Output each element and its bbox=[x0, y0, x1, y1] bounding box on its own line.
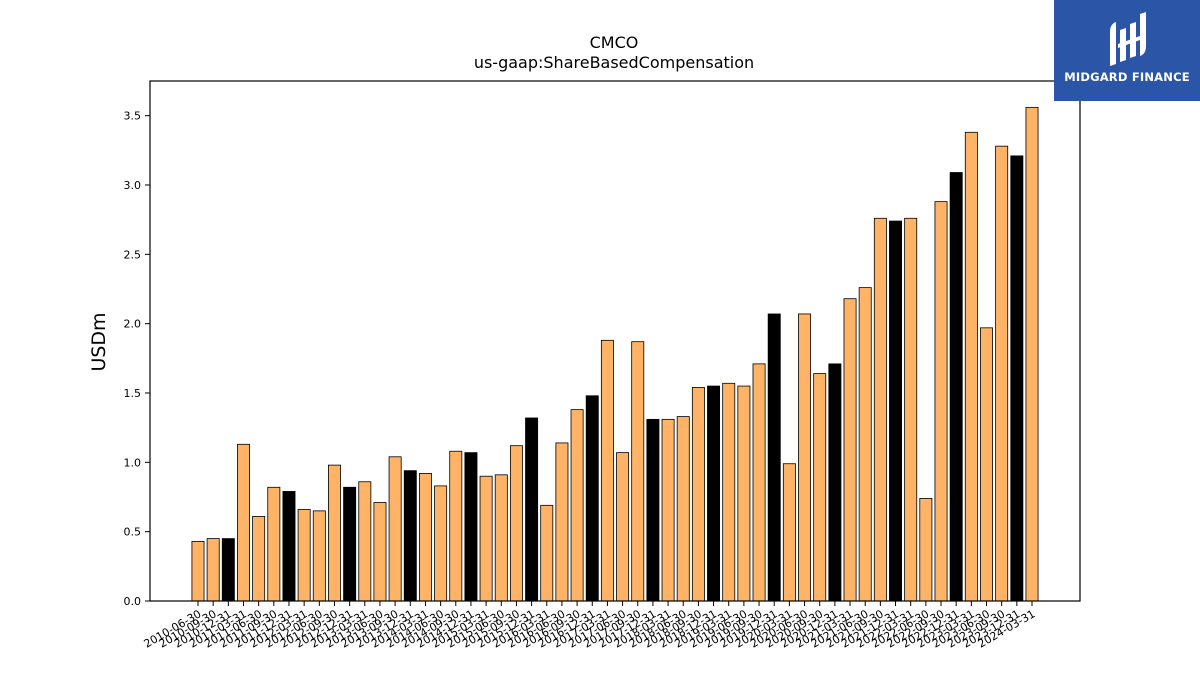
bar-2016-06-30 bbox=[555, 442, 569, 602]
y-axis-label: USDm bbox=[88, 312, 110, 371]
y-tick-label: 1.5 bbox=[124, 387, 142, 400]
y-tick-label: 1.0 bbox=[124, 456, 142, 469]
bar-2023-06-30 bbox=[980, 327, 993, 602]
bar-2011-03-31 bbox=[237, 443, 250, 602]
x-ticks-group: 2010-06-302010-09-302010-12-312011-03-31… bbox=[142, 601, 1038, 651]
midgard-finance-logo: MIDGARD FINANCE bbox=[1054, 0, 1200, 101]
bar-2012-09-30 bbox=[328, 464, 341, 602]
bar-2019-06-30 bbox=[737, 385, 751, 602]
bar-2015-03-31 bbox=[479, 475, 493, 602]
plot-frame bbox=[149, 80, 1081, 602]
bar-2012-12-31 bbox=[343, 486, 357, 602]
bar-2010-09-30 bbox=[206, 538, 220, 602]
bar-2010-06-30 bbox=[191, 540, 205, 602]
bar-2017-06-30 bbox=[616, 452, 630, 602]
bar-2018-03-31 bbox=[661, 418, 675, 602]
bar-2020-09-30 bbox=[813, 373, 827, 602]
bar-2014-06-30 bbox=[434, 485, 448, 602]
bar-2022-03-31 bbox=[904, 217, 918, 602]
bar-2013-03-31 bbox=[358, 481, 372, 602]
bar-2019-12-31 bbox=[767, 313, 781, 602]
bar-2010-12-31 bbox=[221, 538, 235, 602]
bar-2018-06-30 bbox=[676, 416, 690, 602]
bar-2023-12-31 bbox=[1010, 155, 1024, 602]
y-tick-label: 0.0 bbox=[124, 595, 142, 608]
bar-2021-09-30 bbox=[873, 217, 887, 602]
bar-2016-12-31 bbox=[585, 395, 599, 602]
bars-group bbox=[191, 106, 1039, 602]
bar-2021-03-31 bbox=[843, 298, 857, 602]
bar-2015-06-30 bbox=[494, 474, 508, 602]
bar-2018-12-31 bbox=[707, 385, 721, 602]
bar-2011-06-30 bbox=[252, 516, 266, 602]
logo-text: MIDGARD FINANCE bbox=[1064, 70, 1190, 84]
y-tick-label: 3.0 bbox=[124, 179, 142, 192]
y-tick-label: 0.5 bbox=[124, 526, 142, 539]
bar-2017-03-31 bbox=[600, 339, 614, 602]
bar-2024-03-31 bbox=[1025, 106, 1039, 602]
bar-2016-03-31 bbox=[540, 504, 554, 602]
bar-2020-06-30 bbox=[798, 313, 812, 602]
y-tick-label: 2.5 bbox=[124, 248, 142, 261]
bar-2017-09-30 bbox=[631, 341, 645, 602]
bar-2016-09-30 bbox=[570, 409, 584, 602]
bar-2022-09-30 bbox=[934, 201, 948, 602]
bar-2019-09-30 bbox=[752, 363, 766, 602]
bar-2014-03-31 bbox=[418, 473, 432, 602]
bar-2011-09-30 bbox=[267, 486, 281, 602]
bar-2012-03-31 bbox=[297, 509, 311, 602]
bar-2023-03-31 bbox=[964, 131, 978, 602]
bar-2017-12-31 bbox=[646, 418, 660, 602]
bar-2022-06-30 bbox=[919, 497, 933, 602]
y-tick-label: 3.5 bbox=[124, 110, 142, 123]
bar-2023-09-30 bbox=[995, 145, 1009, 602]
bar-2014-12-31 bbox=[464, 452, 478, 602]
bar-2021-12-31 bbox=[889, 220, 902, 602]
bar-2019-03-31 bbox=[722, 382, 736, 602]
bar-2015-12-31 bbox=[525, 417, 539, 602]
y-ticks-group: 0.0 0.5 1.0 1.5 2.0 2.5 3.0 3.5 bbox=[124, 110, 150, 608]
bar-2020-03-31 bbox=[782, 463, 796, 602]
bar-2013-12-31 bbox=[403, 470, 417, 602]
chart-title: CMCO bbox=[590, 33, 639, 52]
bar-2013-09-30 bbox=[388, 456, 402, 602]
bar-2015-09-30 bbox=[509, 445, 523, 602]
bar-2012-06-30 bbox=[312, 510, 326, 602]
bar-2022-12-31 bbox=[949, 172, 963, 602]
bar-2011-12-31 bbox=[282, 491, 296, 602]
bar-2014-09-30 bbox=[449, 450, 463, 602]
bar-2013-06-30 bbox=[373, 502, 387, 602]
bar-2021-06-30 bbox=[858, 287, 872, 602]
midgard-logo-icon bbox=[1110, 12, 1146, 66]
y-tick-label: 2.0 bbox=[124, 318, 142, 331]
bar-2020-12-31 bbox=[828, 363, 842, 602]
chart-subtitle: us-gaap:ShareBasedCompensation bbox=[474, 53, 754, 72]
bar-2018-09-30 bbox=[691, 387, 705, 602]
